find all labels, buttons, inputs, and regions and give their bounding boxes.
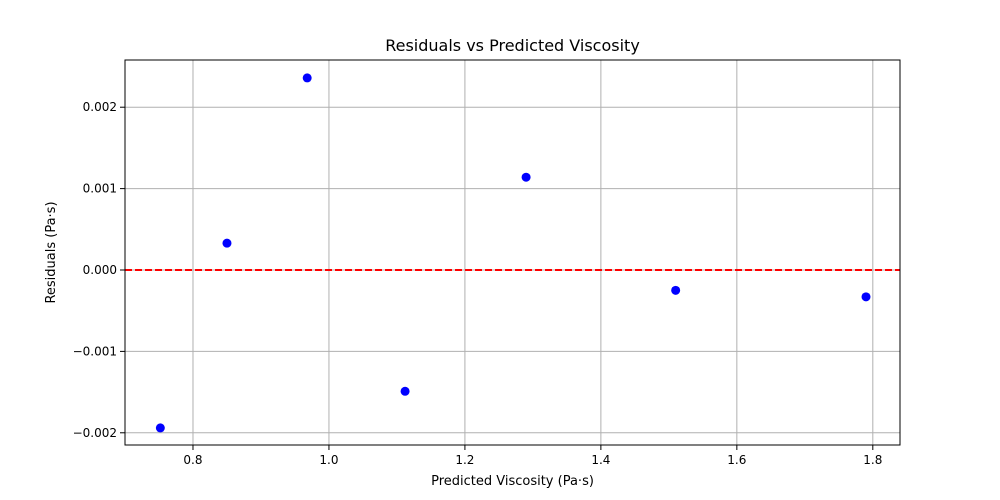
x-tick-label: 1.8	[863, 453, 882, 467]
data-point	[671, 285, 681, 295]
chart-title: Residuals vs Predicted Viscosity	[385, 36, 640, 55]
data-point	[521, 172, 531, 182]
y-tick-label: −0.002	[73, 426, 117, 440]
data-point	[861, 292, 871, 302]
data-point	[400, 386, 410, 396]
y-axis-ticks: −0.002 −0.001 0.000 0.001 0.002	[73, 100, 125, 440]
data-points	[155, 73, 871, 433]
y-axis-label: Residuals (Pa·s)	[44, 201, 59, 303]
data-point	[302, 73, 312, 83]
plot-frame	[124, 59, 901, 446]
x-tick-label: 1.4	[591, 453, 610, 467]
y-tick-label: 0.000	[83, 263, 117, 277]
x-tick-label: 1.2	[455, 453, 474, 467]
y-tick-label: 0.002	[83, 100, 117, 114]
y-tick-label: −0.001	[73, 344, 117, 358]
x-tick-label: 1.0	[319, 453, 338, 467]
x-tick-label: 0.8	[183, 453, 202, 467]
x-axis-ticks: 0.8 1.0 1.2 1.4 1.6 1.8	[183, 445, 882, 467]
data-point	[155, 423, 165, 433]
x-axis-label: Predicted Viscosity (Pa·s)	[431, 474, 594, 489]
data-point	[222, 238, 232, 248]
x-tick-label: 1.6	[727, 453, 746, 467]
y-tick-label: 0.001	[83, 182, 117, 196]
